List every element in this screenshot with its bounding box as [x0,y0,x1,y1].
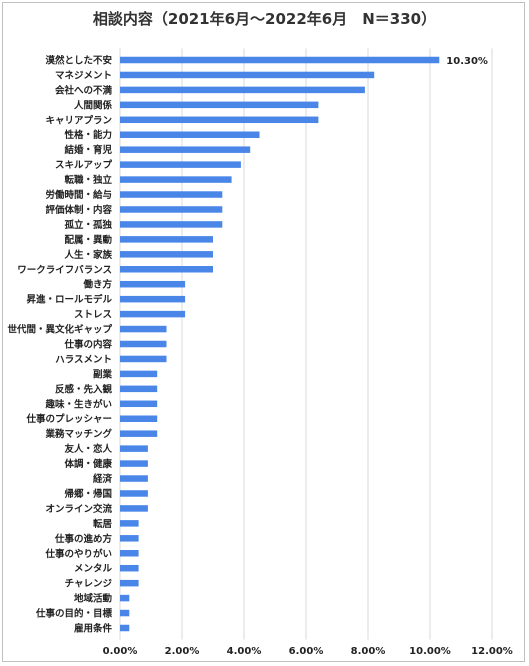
x-tick-label: 4.00% [227,646,262,657]
category-label: 会社への不満 [55,84,113,96]
bar [120,624,130,632]
bar [120,236,213,243]
bar [120,430,158,437]
data-labels: 10.30% [446,56,488,67]
category-label: スキルアップ [55,159,113,171]
bar [120,176,232,183]
bar [120,221,223,228]
category-label: 世代間・異文化ギャップ [7,324,112,336]
bar [120,280,186,288]
bar [120,445,148,452]
bar [120,86,365,94]
category-label: 漠然とした不安 [45,55,112,67]
category-label: 評価体制・内容 [45,204,112,216]
bar [120,71,375,79]
category-label: 労働時間・給与 [45,189,112,201]
bar [120,355,167,363]
bar [120,295,186,303]
bar [120,206,223,213]
bar [120,609,130,617]
category-label: 趣味・生きがい [44,398,112,410]
bar [120,266,213,273]
category-label: 仕事の内容 [63,339,112,351]
bar [120,490,148,497]
category-label: キャリアプラン [45,114,112,126]
bar [120,191,223,198]
category-label: 体調・健康 [64,458,112,470]
category-label: チャレンジ [65,579,113,590]
bar [120,594,130,602]
bar [120,161,241,168]
x-tick-label: 2.00% [165,646,200,657]
bar [120,325,167,333]
category-label: 副業 [93,368,113,380]
x-tick-label: 8.00% [351,646,386,657]
bar [120,101,319,109]
x-tick-label: 6.00% [289,646,324,657]
chart-frame [2,2,525,662]
bar [120,251,213,258]
bar [120,370,158,378]
category-label: 帰郷・帰国 [64,488,112,500]
category-label: 経済 [93,473,113,485]
bar [120,505,148,512]
category-label: ワークライフバランス [17,264,112,276]
category-label: 転職・独立 [64,174,112,186]
bar [120,579,139,587]
category-label: 仕事のプレッシャー [25,413,112,425]
category-label: 仕事の目的・目標 [35,608,113,620]
bar [120,400,158,408]
category-label: メンタル [74,563,113,575]
bar [120,520,139,527]
bars [120,56,440,632]
chart-title: 相談内容（2021年6月～2022年6月 N＝330） [92,10,437,28]
category-label: 結婚・育児 [64,144,112,156]
x-tick-labels: 0.00% 2.00% 4.00% 6.00% 8.00% 10.00% 12.00% [103,646,513,657]
category-label: 雇用条件 [74,623,113,635]
category-label: 仕事のやりがい [44,548,112,560]
data-label: 10.30% [446,56,488,67]
category-label: 転居 [93,518,113,530]
category-label: 配属・異動 [64,234,112,246]
category-label: 友人・恋人 [63,443,112,455]
bar [120,116,319,124]
category-label: 孤立・孤独 [64,219,112,231]
category-label: 業務マッチング [44,428,112,440]
bar [120,340,167,348]
category-label: 反感・先入観 [55,383,113,395]
x-tick-label: 12.00% [471,646,513,657]
bar [120,535,139,542]
category-label: ハラスメント [55,354,112,365]
category-label: 性格・能力 [64,129,112,141]
category-label: 地域活動 [74,593,113,605]
category-label: 働き方 [82,279,112,291]
bar [120,460,148,467]
category-label: 仕事の進め方 [54,533,113,545]
bar [120,56,440,64]
bar [120,550,139,557]
category-label: 人生・家族 [64,249,112,261]
category-label: 昇進・ロールモデル [26,294,112,306]
x-tick-label: 10.00% [409,646,451,657]
category-label: マネジメント [55,70,112,81]
category-label: オンライン交流 [45,503,112,515]
bar [120,131,260,138]
bar [120,146,251,153]
bar [120,310,186,318]
category-label: 人間関係 [74,99,113,111]
category-labels: 漠然とした不安マネジメント会社への不満人間関係キャリアプラン性格・能力結婚・育児… [7,55,112,635]
bar [120,564,139,572]
bar [120,415,158,422]
x-tick-label: 0.00% [103,646,138,657]
category-label: ストレス [74,310,112,321]
bar [120,475,148,482]
bar [120,385,158,393]
